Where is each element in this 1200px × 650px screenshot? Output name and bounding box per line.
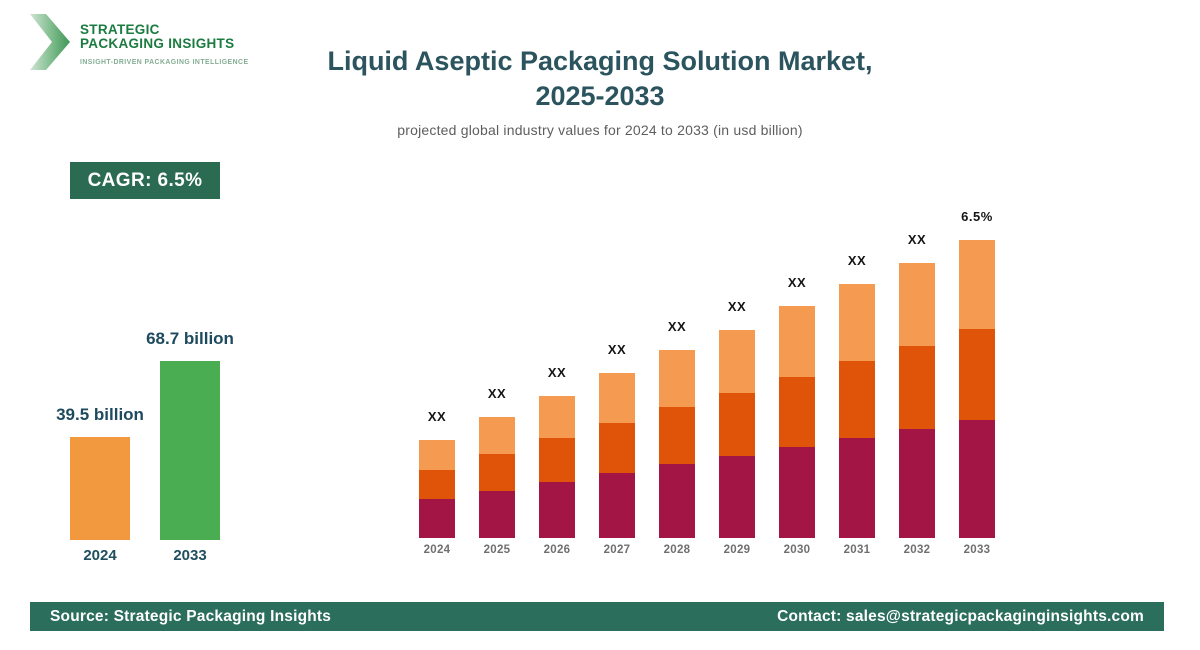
stacked-segment-segment-middle-2024	[419, 470, 455, 499]
stacked-segment-segment-bottom-2028	[659, 464, 695, 538]
stacked-bar-year-label-2032: 2032	[903, 544, 931, 556]
stacked-segment-segment-top-2025	[479, 417, 515, 454]
stacked-bar-year-label-2024: 2024	[423, 544, 451, 556]
stacked-bar-group-2031: XX 2031	[839, 253, 875, 556]
stacked-segment-segment-middle-2029	[719, 393, 755, 456]
mini-bar-year-label-2024: 2024	[83, 547, 117, 564]
stacked-bar-top-label-2031: XX	[847, 253, 867, 268]
stacked-segment-segment-bottom-2033	[959, 420, 995, 538]
stacked-segment-segment-top-2029	[719, 330, 755, 393]
logo-name-line2: PACKAGING INSIGHTS	[80, 36, 235, 51]
stacked-bar-year-label-2031: 2031	[843, 544, 871, 556]
stacked-segment-segment-top-2028	[659, 350, 695, 407]
stacked-segment-segment-bottom-2029	[719, 456, 755, 538]
stacked-bar-year-label-2033: 2033	[963, 544, 991, 556]
stacked-segment-segment-middle-2026	[539, 438, 575, 482]
mini-chart-year-labels: 2024 2033	[70, 547, 240, 564]
page-subtitle: projected global industry values for 202…	[397, 122, 803, 138]
stacked-segment-segment-bottom-2031	[839, 438, 875, 538]
stacked-segment-segment-bottom-2025	[479, 491, 515, 538]
mini-chart-bars: 39.5 billion 68.7 billion	[56, 325, 240, 540]
stacked-bar-group-2033: 6.5% 2033	[959, 209, 995, 556]
stacked-segment-segment-bottom-2026	[539, 482, 575, 538]
stacked-bar-top-label-2027: XX	[607, 342, 627, 357]
logo: STRATEGIC PACKAGING INSIGHTS INSIGHT-DRI…	[28, 14, 249, 70]
stacked-bar-top-label-2032: XX	[907, 232, 927, 247]
stacked-bar-top-label-2024: XX	[427, 409, 447, 424]
stacked-bar-year-label-2027: 2027	[603, 544, 631, 556]
stacked-bar-group-2029: XX 2029	[719, 299, 755, 556]
stacked-bar-group-2024: XX 2024	[419, 409, 455, 556]
stacked-segment-segment-top-2031	[839, 284, 875, 361]
stacked-bar-group-2028: XX 2028	[659, 319, 695, 556]
stacked-bar-group-2027: XX 2027	[599, 342, 635, 556]
stacked-bar-top-label-2025: XX	[487, 386, 507, 401]
logo-chevron-icon	[30, 14, 70, 70]
stacked-segment-segment-middle-2031	[839, 361, 875, 438]
stacked-bar-top-label-2029: XX	[727, 299, 747, 314]
stacked-bar-group-2032: XX 2032	[899, 232, 935, 556]
stacked-bar-top-label-2030: XX	[787, 275, 807, 290]
stacked-segment-segment-middle-2030	[779, 377, 815, 447]
stacked-segment-segment-middle-2032	[899, 346, 935, 429]
mini-bar-value-label-2033: 68.7 billion	[146, 329, 234, 348]
stacked-bar-year-label-2028: 2028	[663, 544, 691, 556]
stacked-segment-segment-middle-2027	[599, 423, 635, 473]
footer-bar: Source: Strategic Packaging Insights Con…	[30, 602, 1164, 631]
stacked-bar-group-2030: XX 2030	[779, 275, 815, 556]
mini-comparison-chart: 39.5 billion 68.7 billion 2024 2033	[56, 325, 240, 564]
footer-contact-text: Contact: sales@strategicpackaginginsight…	[777, 607, 1144, 625]
stacked-bar-year-label-2029: 2029	[723, 544, 751, 556]
stacked-bar-group-2025: XX 2025	[479, 386, 515, 556]
footer-source-text: Source: Strategic Packaging Insights	[50, 607, 332, 625]
logo-name-line1: STRATEGIC	[80, 22, 160, 37]
page-title-line1: Liquid Aseptic Packaging Solution Market…	[327, 46, 873, 76]
stacked-segment-segment-top-2026	[539, 396, 575, 438]
mini-bar-group-2033: 68.7 billion	[146, 329, 234, 540]
stacked-bar-year-label-2030: 2030	[783, 544, 811, 556]
stacked-bar-year-label-2025: 2025	[483, 544, 511, 556]
stacked-chart-bars: XX 2024 XX 2025 XX 2026 XX 2027 XX 2028 XX 2029 XX 20…	[419, 200, 996, 556]
stacked-segment-segment-middle-2033	[959, 329, 995, 420]
stacked-segment-segment-top-2027	[599, 373, 635, 423]
logo-tagline: INSIGHT-DRIVEN PACKAGING INTELLIGENCE	[80, 59, 249, 66]
stacked-bar-chart: XX 2024 XX 2025 XX 2026 XX 2027 XX 2028 XX 2029 XX 20…	[419, 200, 996, 556]
stacked-bar-year-label-2026: 2026	[543, 544, 571, 556]
stacked-segment-segment-top-2024	[419, 440, 455, 470]
mini-bar-group-2024: 39.5 billion	[56, 405, 144, 540]
mini-bar-2024	[70, 437, 130, 540]
stacked-segment-segment-bottom-2027	[599, 473, 635, 538]
stacked-bar-group-2026: XX 2026	[539, 365, 575, 556]
stacked-segment-segment-top-2032	[899, 263, 935, 346]
stacked-segment-segment-top-2030	[779, 306, 815, 377]
stacked-segment-segment-top-2033	[959, 240, 995, 329]
logo-text: STRATEGIC PACKAGING INSIGHTS INSIGHT-DRI…	[80, 14, 249, 67]
mini-bar-2033	[160, 361, 220, 540]
stacked-segment-segment-bottom-2032	[899, 429, 935, 538]
header: Liquid Aseptic Packaging Solution Market…	[200, 44, 1000, 138]
mini-bar-value-label-2024: 39.5 billion	[56, 405, 144, 424]
stacked-bar-top-label-2026: XX	[547, 365, 567, 380]
stacked-segment-segment-middle-2025	[479, 454, 515, 491]
stacked-segment-segment-bottom-2030	[779, 447, 815, 538]
stacked-segment-segment-middle-2028	[659, 407, 695, 464]
stacked-bar-top-label-2033: 6.5%	[961, 209, 993, 224]
stacked-segment-segment-bottom-2024	[419, 499, 455, 538]
mini-bar-year-label-2033: 2033	[173, 547, 207, 564]
page-title-line2: 2025-2033	[535, 81, 665, 111]
stacked-bar-top-label-2028: XX	[667, 319, 687, 334]
cagr-badge: CAGR: 6.5%	[70, 162, 220, 199]
